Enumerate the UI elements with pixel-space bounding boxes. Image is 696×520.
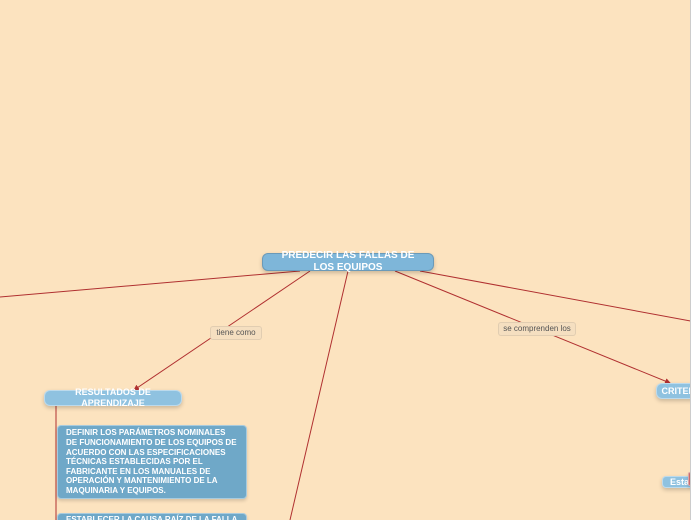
establecer-label: ESTABLECER LA CAUSA RAÍZ DE LA FALLA [66,515,237,520]
definir-label: DEFINIR LOS PARÁMETROS NOMINALES DE FUNC… [66,428,238,495]
right-panel [690,0,696,520]
root-label: PREDECIR LAS FALLAS DE LOS EQUIPOS [271,250,425,274]
edge-label-se-comprenden: se comprenden los [498,322,576,336]
definir-node[interactable]: DEFINIR LOS PARÁMETROS NOMINALES DE FUNC… [57,425,247,499]
resultados-label: RESULTADOS DE APRENDIZAJE [53,387,173,409]
establecer-node[interactable]: ESTABLECER LA CAUSA RAÍZ DE LA FALLA [57,513,247,520]
edge-label-tiene-como: tiene como [210,326,262,340]
resultados-node[interactable]: RESULTADOS DE APRENDIZAJE [44,390,182,406]
root-node[interactable]: PREDECIR LAS FALLAS DE LOS EQUIPOS [262,253,434,271]
mindmap-canvas: PREDECIR LAS FALLAS DE LOS EQUIPOS RESUL… [0,0,696,520]
